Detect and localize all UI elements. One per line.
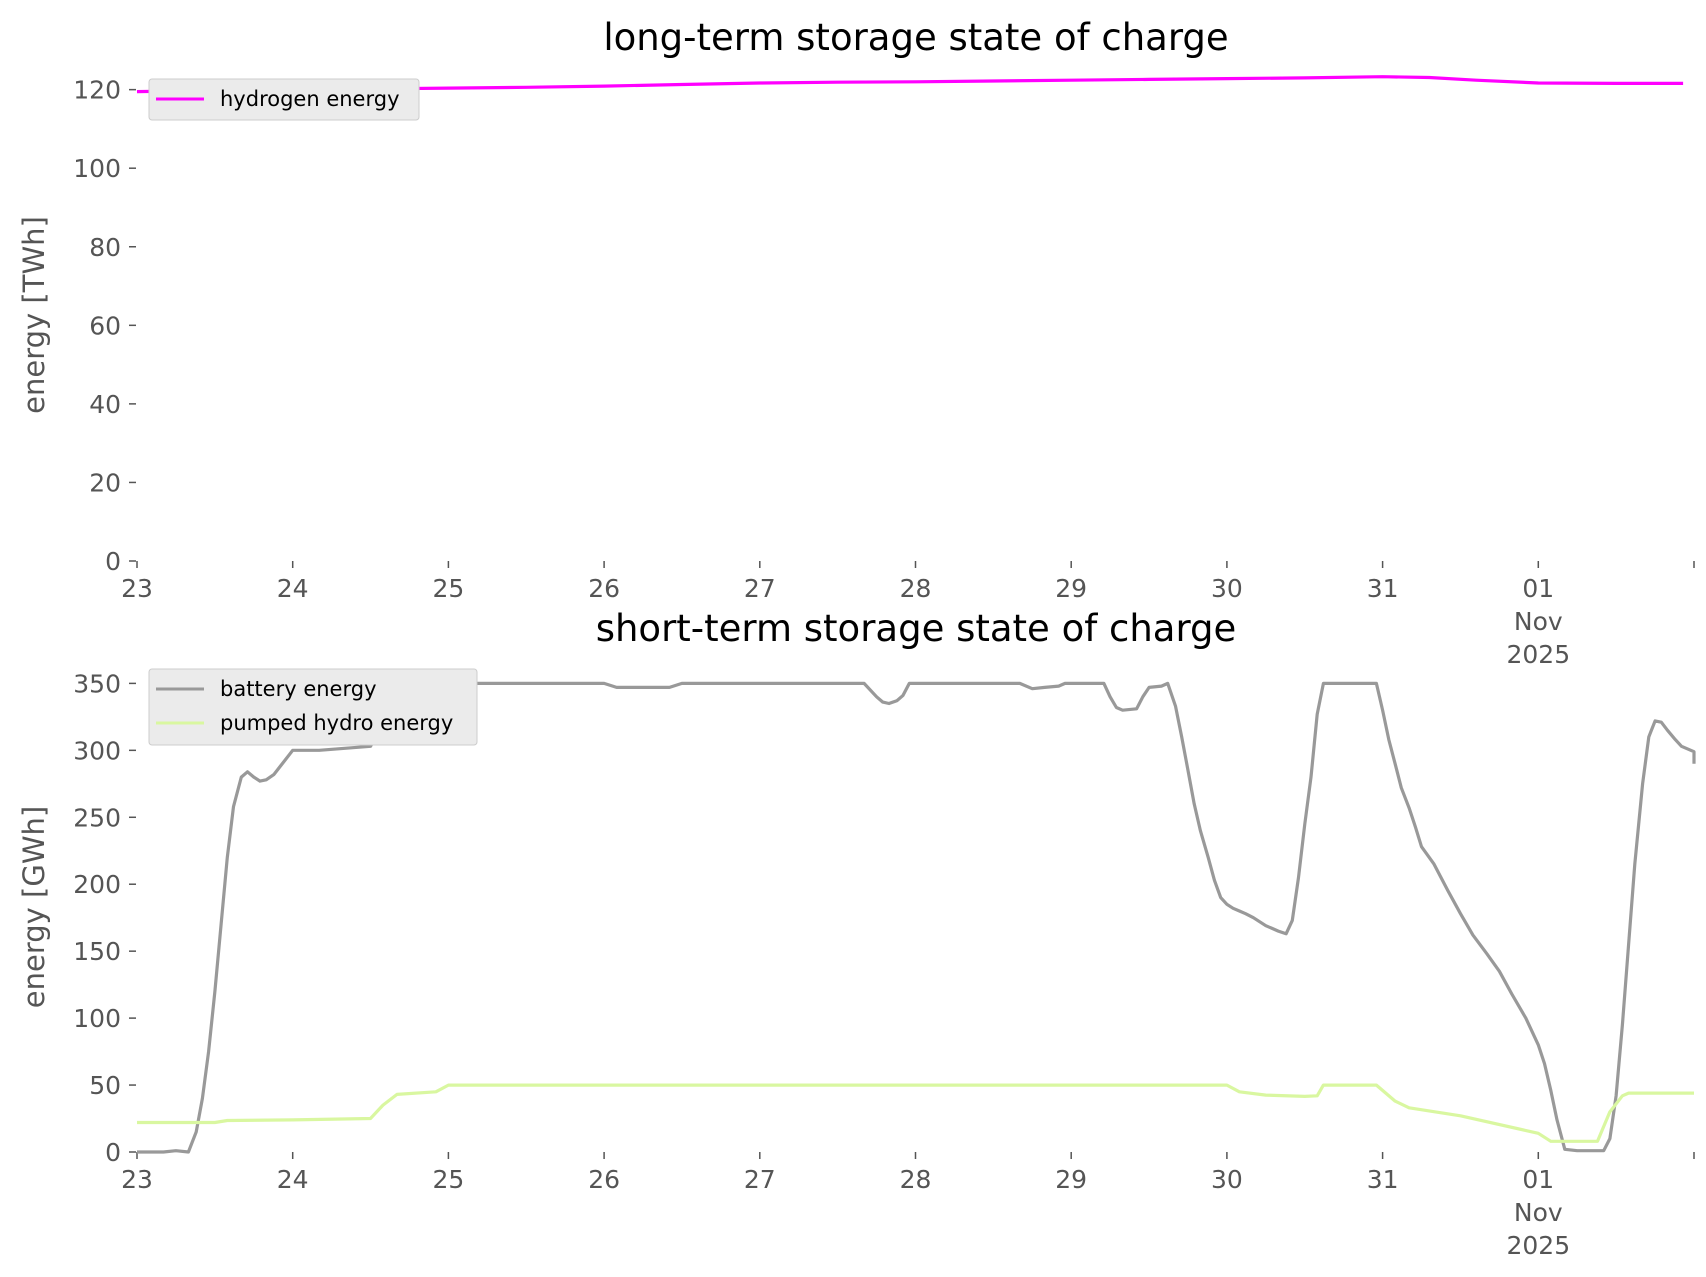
- y-tick-label: 0: [105, 1138, 121, 1167]
- chart-title: long-term storage state of charge: [603, 16, 1228, 59]
- y-tick-label: 50: [89, 1071, 121, 1100]
- x-tick-label: 29: [1055, 574, 1087, 603]
- x-tick-label: 26: [588, 574, 620, 603]
- short-term-storage-chart: short-term storage state of charge energ…: [17, 607, 1696, 1260]
- x-tick-label: 01: [1522, 1165, 1554, 1194]
- x-tick-label: Nov: [1514, 1198, 1563, 1227]
- y-axis-label: energy [TWh]: [17, 216, 51, 414]
- y-axis-label: energy [GWh]: [17, 806, 51, 1008]
- x-tick-label: 30: [1211, 1165, 1243, 1194]
- x-tick-label: 30: [1211, 574, 1243, 603]
- legend-label-battery: battery energy: [220, 677, 377, 701]
- series-line-pumped-hydro-energy: [137, 1083, 1694, 1143]
- series-lines: [137, 681, 1696, 1154]
- y-tick-label: 200: [73, 870, 121, 899]
- legend-label-hydrogen: hydrogen energy: [220, 87, 400, 111]
- x-tick-label: 25: [432, 574, 464, 603]
- x-tick-label: 2025: [1506, 640, 1570, 669]
- series-line-battery-energy: [137, 681, 1696, 1154]
- y-tick-label: 100: [73, 1004, 121, 1033]
- long-term-storage-chart: long-term storage state of charge energy…: [17, 16, 1695, 669]
- x-tick-label: 27: [744, 1165, 776, 1194]
- y-tick-label: 250: [73, 803, 121, 832]
- y-tick-label: 60: [89, 311, 121, 340]
- x-tick-label: 23: [121, 1165, 153, 1194]
- legend-box: [148, 78, 420, 121]
- x-tick-label: 01: [1522, 574, 1554, 603]
- legend-label-pumped-hydro: pumped hydro energy: [220, 711, 453, 735]
- x-tick-label: 24: [277, 1165, 309, 1194]
- x-tick-label: 31: [1367, 574, 1399, 603]
- x-tick-label: 31: [1367, 1165, 1399, 1194]
- y-tick-label: 0: [105, 547, 121, 576]
- legend: hydrogen energy: [148, 78, 420, 121]
- x-tick-label: 29: [1055, 1165, 1087, 1194]
- y-tick-label: 350: [73, 669, 121, 698]
- legend: battery energy pumped hydro energy: [148, 668, 478, 746]
- x-tick-label: 25: [432, 1165, 464, 1194]
- chart-title: short-term storage state of charge: [596, 607, 1237, 650]
- x-ticks: 23 24 25 26 27 28 29 30 31 01 Nov 2025: [121, 561, 1695, 669]
- y-tick-label: 20: [89, 468, 121, 497]
- y-tick-label: 100: [73, 154, 121, 183]
- x-tick-label: 23: [121, 574, 153, 603]
- y-ticks: 0 50 100 150 200 250 300 350: [73, 669, 136, 1167]
- y-ticks: 0 20 40 60 80 100 120: [73, 76, 136, 576]
- x-tick-label: 28: [900, 574, 932, 603]
- x-tick-label: 2025: [1506, 1231, 1570, 1260]
- x-tick-label: 24: [277, 574, 309, 603]
- y-tick-label: 40: [89, 390, 121, 419]
- y-tick-label: 150: [73, 937, 121, 966]
- x-tick-label: 28: [900, 1165, 932, 1194]
- x-ticks: 23 24 25 26 27 28 29 30 31 01 Nov 2025: [121, 1152, 1695, 1260]
- y-tick-label: 300: [73, 736, 121, 765]
- y-tick-label: 80: [89, 233, 121, 262]
- x-tick-label: 26: [588, 1165, 620, 1194]
- legend-box: [148, 668, 478, 746]
- x-tick-label: 27: [744, 574, 776, 603]
- x-tick-label: Nov: [1514, 607, 1563, 636]
- y-tick-label: 120: [73, 76, 121, 105]
